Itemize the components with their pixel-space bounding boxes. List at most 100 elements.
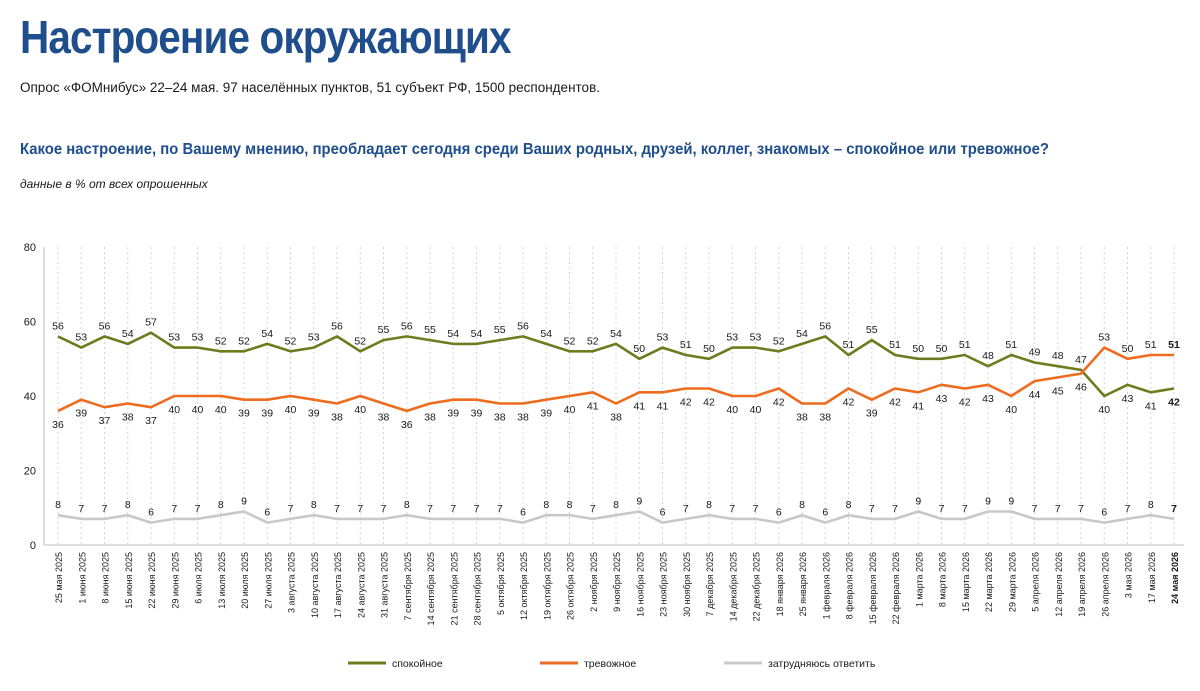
x-tick-label: 13 июля 2025 [217,552,227,609]
data-label: 41 [587,400,599,412]
data-label: 7 [1055,503,1061,515]
x-tick-label: 25 мая 2025 [54,552,64,603]
x-tick-label: 25 января 2026 [798,552,808,616]
data-label: 48 [982,350,994,362]
data-label: 40 [564,404,576,416]
data-label: 48 [1052,350,1064,362]
data-label: 7 [869,503,875,515]
data-label: 51 [889,339,901,351]
data-label: 55 [424,324,436,336]
x-tick-label: 14 сентября 2025 [426,552,436,625]
data-label: 7 [497,503,503,515]
data-label: 8 [404,499,410,511]
y-tick-label: 80 [24,242,36,254]
data-label: 51 [1168,339,1180,351]
survey-question: Какое настроение, по Вашему мнению, прео… [20,141,1049,158]
data-label: 39 [75,408,87,420]
x-tick-label: 8 марта 2026 [938,552,948,607]
data-label: 7 [171,503,177,515]
data-label: 56 [517,320,529,332]
data-label: 39 [447,408,459,420]
data-label: 42 [889,397,901,409]
data-label: 41 [1145,400,1157,412]
x-tick-label: 23 ноября 2025 [659,552,669,617]
data-label: 54 [122,328,134,340]
data-label: 56 [401,320,413,332]
x-tick-label: 14 декабря 2025 [728,552,738,621]
data-label: 55 [378,324,390,336]
data-label: 7 [1125,503,1131,515]
series-line-3 [57,510,1175,524]
data-label: 6 [148,507,154,519]
data-label: 7 [334,503,340,515]
data-label: 7 [1078,503,1084,515]
data-label: 39 [540,408,552,420]
x-tick-label: 19 апреля 2026 [1077,552,1087,617]
data-label: 7 [683,503,689,515]
x-tick-label: 3 августа 2025 [287,552,297,613]
data-label: 53 [192,332,204,344]
data-label: 7 [962,503,968,515]
data-label: 7 [753,503,759,515]
data-label: 8 [55,499,61,511]
data-label: 8 [613,499,619,511]
x-tick-label: 8 февраля 2026 [845,552,855,619]
data-label: 7 [102,503,108,515]
data-label: 6 [520,507,526,519]
data-label: 36 [401,419,413,431]
data-label: 8 [1148,499,1154,511]
x-tick-label: 1 февраля 2026 [821,552,831,619]
data-label: 43 [1122,393,1134,405]
data-label: 7 [427,503,433,515]
x-tick-label: 1 июня 2025 [77,552,87,604]
data-label: 43 [936,393,948,405]
data-label: 9 [241,495,247,507]
data-label: 7 [474,503,480,515]
x-tick-label: 15 февраля 2026 [868,552,878,624]
data-label: 39 [866,408,878,420]
data-label: 49 [1029,346,1041,358]
data-label: 8 [311,499,317,511]
x-tick-label: 24 мая 2026 [1170,552,1180,604]
data-label: 52 [354,335,366,347]
data-label: 40 [215,404,227,416]
data-label: 40 [1098,404,1110,416]
data-label: 50 [703,343,715,355]
x-tick-label: 24 августа 2025 [356,552,366,618]
data-label: 36 [52,419,64,431]
x-tick-label: 8 июня 2025 [101,552,111,604]
data-label: 53 [308,332,320,344]
data-label: 53 [750,332,762,344]
data-label: 38 [517,411,529,423]
data-label: 6 [264,507,270,519]
data-label: 8 [799,499,805,511]
data-label: 9 [985,495,991,507]
x-tick-label: 16 ноября 2025 [635,552,645,617]
y-tick-label: 40 [24,391,36,403]
data-label: 51 [959,339,971,351]
data-label: 7 [590,503,596,515]
x-tick-label: 17 августа 2025 [333,552,343,618]
data-label: 7 [1171,503,1177,515]
data-label: 39 [261,408,273,420]
data-label: 52 [564,335,576,347]
data-label: 56 [52,320,64,332]
data-label: 54 [796,328,808,340]
units-note: данные в % от всех опрошенных [20,177,208,191]
data-label: 53 [657,332,669,344]
data-label: 56 [331,320,343,332]
data-label: 51 [1145,339,1157,351]
data-label: 41 [912,400,924,412]
data-label: 40 [168,404,180,416]
x-tick-label: 12 апреля 2026 [1054,552,1064,617]
data-label: 54 [610,328,622,340]
x-tick-label: 26 апреля 2026 [1100,552,1110,617]
data-label: 40 [750,404,762,416]
data-label: 50 [912,343,924,355]
data-label: 55 [494,324,506,336]
data-label: 7 [939,503,945,515]
x-tick-label: 10 августа 2025 [310,552,320,618]
legend-label: затрудняюсь ответить [768,658,876,670]
data-label: 47 [1075,354,1087,366]
data-label: 38 [819,411,831,423]
